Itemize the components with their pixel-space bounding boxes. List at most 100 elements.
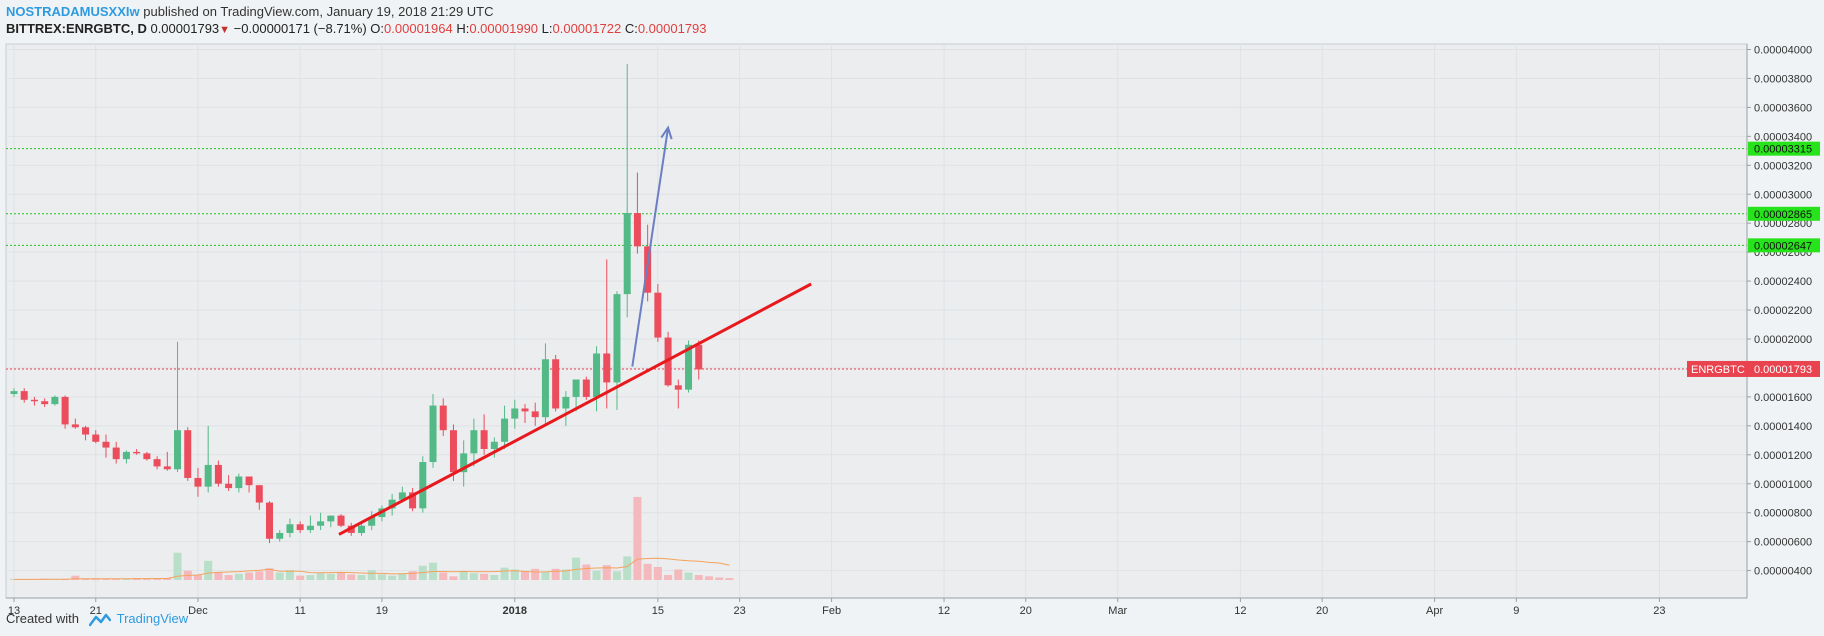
level-price-tag-label: 0.00002865 xyxy=(1754,209,1812,221)
time-axis[interactable]: 13 21 Dec 11 19 2018 15 23 Feb 12 20 Mar 12 20 Apr 9 23 xyxy=(6,597,1747,617)
volume-bar xyxy=(684,572,693,580)
volume-bar xyxy=(449,576,458,580)
volume-bar xyxy=(674,569,683,580)
tradingview-logo-icon[interactable] xyxy=(88,613,111,627)
candle-body xyxy=(613,294,621,383)
footer: Created with TradingView xyxy=(6,611,188,627)
author-link[interactable]: NOSTRADAMUSXXIw xyxy=(6,4,140,19)
candle-body xyxy=(674,385,682,390)
volume-bar xyxy=(541,571,550,580)
volume-bar xyxy=(214,571,223,580)
volume-bar xyxy=(459,571,468,580)
candle-body xyxy=(593,353,601,397)
candle-body xyxy=(296,524,304,531)
volume-bar xyxy=(582,564,591,580)
close-value: 0.00001793 xyxy=(637,21,707,36)
volume-bar xyxy=(521,571,529,580)
volume-bar xyxy=(193,575,202,580)
down-triangle-icon: ▼ xyxy=(219,24,231,36)
volume-bar xyxy=(326,573,335,580)
volume-bar xyxy=(224,575,233,580)
candle-body xyxy=(255,485,263,503)
volume-bar xyxy=(664,575,673,580)
volume-bar xyxy=(337,572,346,580)
candle-body xyxy=(317,521,325,526)
time-tick-label: 21 xyxy=(90,605,102,617)
candle-body xyxy=(20,391,28,400)
candle-body xyxy=(306,525,314,531)
volume-bar xyxy=(725,578,734,580)
volume-bar xyxy=(296,575,305,580)
trend-line[interactable] xyxy=(338,282,812,536)
low-label: L: xyxy=(541,21,553,36)
price-tick-label: 0.00002400 xyxy=(1754,276,1812,288)
ohlc-line: BITTREX:ENRGBTC, D 0.00001793▼ −0.000001… xyxy=(6,20,1806,39)
tradingview-link[interactable]: TradingView xyxy=(116,611,189,626)
low-value: 0.00001722 xyxy=(552,21,622,36)
candle-body xyxy=(61,396,69,425)
candle-body xyxy=(41,401,49,405)
volume-bar xyxy=(285,570,294,580)
projection-arrow[interactable] xyxy=(631,125,673,367)
price-tick-label: 0.00002000 xyxy=(1754,334,1812,346)
volume-bar xyxy=(715,577,724,580)
price-tick-label: 0.00003000 xyxy=(1754,189,1812,201)
price-axis[interactable]: 0.00004000 0.00003800 0.00003600 0.00003400… xyxy=(1746,44,1812,598)
price-change: −0.00000171 (−8.71%) xyxy=(233,21,367,36)
volume-bar xyxy=(398,573,407,580)
last-price-tag xyxy=(1687,360,1820,377)
candle-body xyxy=(153,459,161,467)
time-tick-label: 11 xyxy=(294,605,305,617)
candle-body xyxy=(470,430,478,454)
high-label: H: xyxy=(456,21,470,36)
candle-body xyxy=(10,391,18,395)
volume-bar xyxy=(357,575,366,580)
candle-body xyxy=(194,477,202,487)
price-tick-label: 0.00003200 xyxy=(1754,160,1812,172)
candle-body xyxy=(419,462,427,509)
volume-bar xyxy=(265,568,274,580)
candle-body xyxy=(357,525,365,533)
candle-body xyxy=(245,476,253,486)
candle-body xyxy=(133,451,141,454)
candle-body xyxy=(685,344,693,390)
candle-body xyxy=(51,396,59,405)
volume-bar xyxy=(306,575,315,580)
last-price: 0.00001793 xyxy=(150,21,220,36)
symbol-label: BITTREX:ENRGBTC, D xyxy=(6,21,147,36)
projection-arrow-line[interactable] xyxy=(631,127,670,367)
volume-bar xyxy=(112,579,121,580)
volume-bar xyxy=(653,566,662,580)
volume-bar xyxy=(643,563,652,580)
candle-body xyxy=(143,453,151,460)
candle-body xyxy=(501,418,509,442)
candle-body xyxy=(225,483,233,489)
volume-bar xyxy=(490,575,499,580)
volume-bar xyxy=(572,557,581,580)
level-price-tag xyxy=(1748,238,1820,253)
close-label: C: xyxy=(624,21,638,36)
candle-body xyxy=(337,515,345,526)
candle-body xyxy=(449,430,457,473)
candle-body xyxy=(327,515,335,522)
volume-bar xyxy=(480,573,489,580)
candle-body xyxy=(562,396,570,409)
volume-moving-average xyxy=(14,557,730,580)
price-tick-label: 0.00003800 xyxy=(1754,73,1812,85)
candle-body xyxy=(82,427,90,435)
candle-body xyxy=(204,464,212,487)
candle-body xyxy=(572,379,580,397)
volume-bar xyxy=(439,572,448,580)
candle-body xyxy=(163,466,171,470)
volume-bar xyxy=(602,565,611,580)
level-price-tag xyxy=(1748,206,1820,221)
candle-body xyxy=(511,408,519,419)
time-tick-label: 13 xyxy=(8,605,20,617)
time-tick-label: Apr xyxy=(1426,605,1443,617)
candle-body xyxy=(214,464,222,484)
candle-body xyxy=(654,292,662,338)
volume-bar xyxy=(255,571,264,580)
volume-bar xyxy=(101,579,110,580)
price-tick-label: 0.00003600 xyxy=(1754,102,1812,114)
